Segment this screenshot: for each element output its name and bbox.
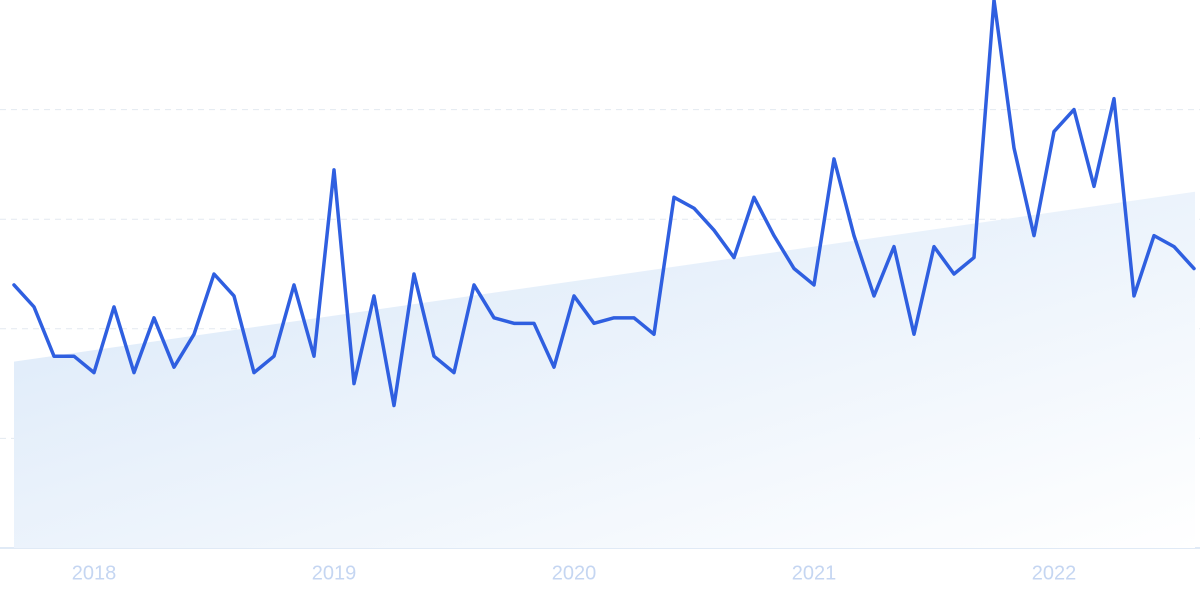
- x-tick-label: 2022: [1032, 562, 1077, 584]
- x-tick-label: 2020: [552, 562, 597, 584]
- x-tick-label: 2021: [792, 562, 837, 584]
- trend-line: [12, 0, 1196, 408]
- x-tick-label: 2019: [312, 562, 357, 584]
- x-axis: 2018 2019 2020 2021 2022: [72, 562, 1077, 584]
- trend-layer: [14, 191, 1195, 549]
- line-layer: [12, 0, 1196, 408]
- trend-area: [14, 191, 1195, 549]
- x-tick-label: 2018: [72, 562, 117, 584]
